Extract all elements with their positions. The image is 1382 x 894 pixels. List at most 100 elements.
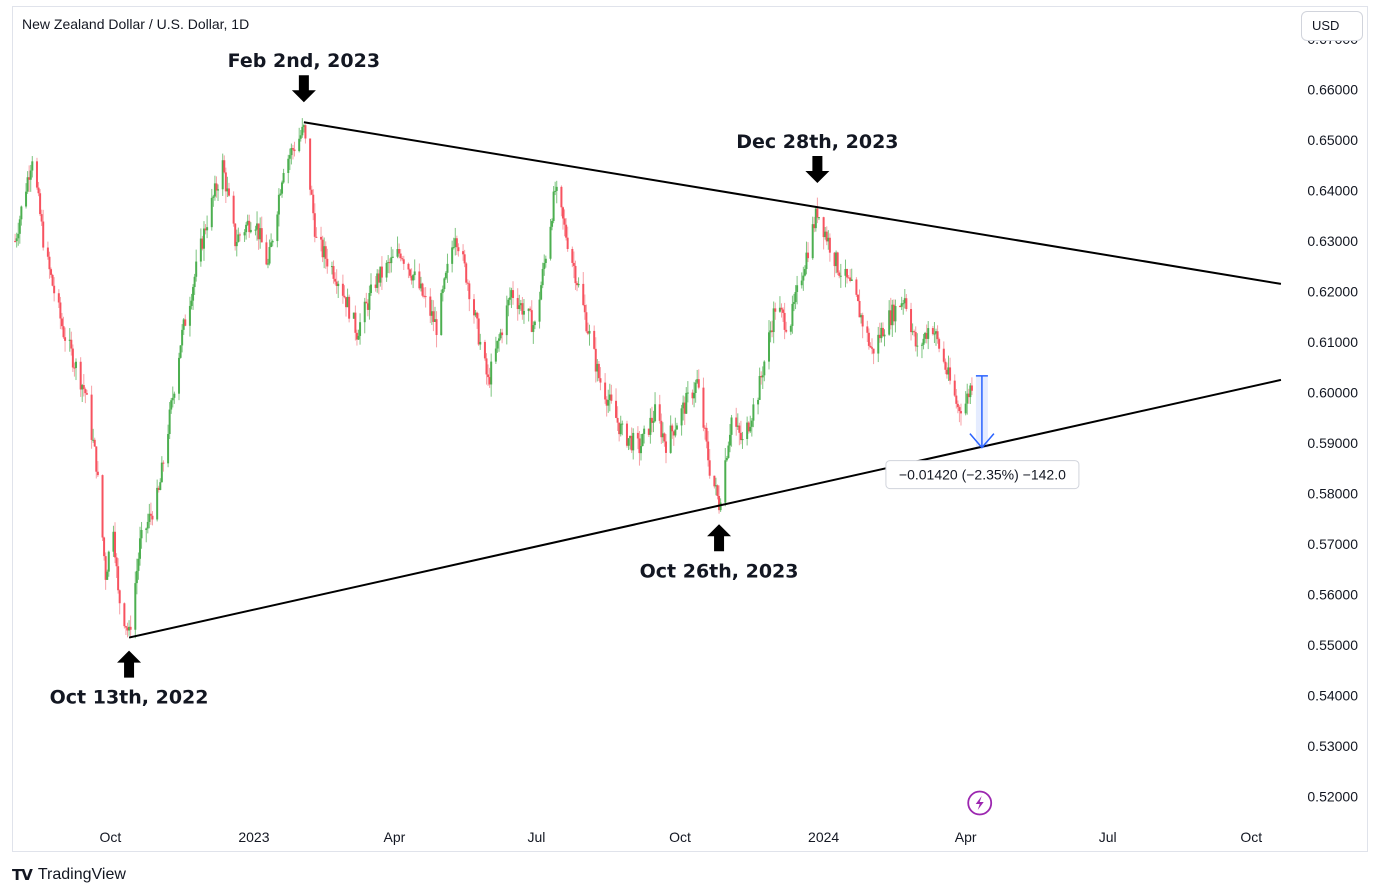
candle-body [838,272,841,276]
lightning-badge[interactable] [967,790,993,816]
candle-body [583,304,586,313]
candle-body [245,224,248,233]
candle-body [410,275,413,281]
candle-body [129,626,132,630]
candle-body [713,475,716,487]
candle-body [288,155,291,159]
candle-body [605,399,608,406]
candle-body [224,172,227,192]
candle-body [157,487,160,491]
candle-body [749,426,752,432]
candle-body [64,337,67,341]
x-tick-label: Jul [527,829,545,845]
candle-body [341,283,344,296]
candle-body [126,627,129,631]
candle-body [401,258,404,260]
candle-body [811,224,814,259]
candle-body [293,149,296,152]
candle-body [714,485,717,487]
candle-body [463,254,466,264]
candle-body [694,382,697,393]
candle-body [346,296,349,308]
candle-body [839,275,842,277]
candle-body [792,302,795,304]
candle-body [276,214,279,242]
candle-body [369,284,372,293]
candle-body [266,263,269,265]
candle-body [407,263,410,270]
candle-body [529,308,532,311]
candle-body [256,223,259,230]
candle-body [686,392,689,394]
y-tick-label: 0.63000 [1307,233,1358,249]
y-tick-label: 0.66000 [1307,81,1358,97]
candle-body [50,269,53,275]
candle-body [499,332,502,339]
y-tick-label: 0.52000 [1307,789,1358,805]
candle-body [894,305,897,322]
candle-body [955,395,958,404]
candle-body [735,417,738,427]
candle-body [324,246,327,259]
candle-body [260,228,263,243]
candle-body [149,513,152,516]
candle-body [693,392,696,399]
chart-frame [12,6,1368,852]
candle-body [888,310,891,335]
candle-body [248,220,251,233]
candle-body [800,280,803,286]
candle-body [140,529,143,539]
candle-body [774,308,777,312]
candle-body [29,170,32,180]
candle-body [891,304,894,326]
candle-body [691,392,694,399]
candle-body [479,341,482,345]
candle-body [716,485,719,496]
candle-body [685,392,688,414]
candle-body [599,378,602,383]
currency-button[interactable]: USD [1301,11,1363,41]
candle-body [724,460,727,503]
candle-body [739,432,742,441]
candle-body [641,433,644,447]
candle-body [246,220,249,225]
candle-body [73,367,76,369]
candle-body [79,361,82,390]
candle-body [399,253,402,259]
candle-body [630,435,633,451]
candle-body [101,475,104,538]
candle-body [57,293,60,303]
tradingview-brand[interactable]: TV TradingView [12,866,126,884]
candle-body [650,417,653,423]
candle-body [931,328,934,335]
candle-body [730,417,733,435]
candle-body [465,263,468,283]
candle-body [636,432,639,439]
candle-body [746,422,749,439]
candle-body [138,538,141,559]
candle-body [671,425,674,432]
candle-body [124,626,127,628]
annotation-label: Oct 26th, 2023 [640,560,799,582]
candle-body [860,315,863,318]
candle-body [680,408,683,426]
candle-body [31,161,34,171]
candle-body [432,311,435,322]
candle-body [170,400,173,410]
y-tick-label: 0.64000 [1307,182,1358,198]
candle-body [608,394,611,401]
candle-body [654,404,657,422]
candle-body [518,305,521,310]
candle-body [270,242,273,248]
candle-body [551,220,554,227]
candle-body [922,338,925,345]
candle-body [310,189,313,195]
measure-arrow-icon [969,433,995,449]
candle-body [103,537,106,557]
candle-body [508,297,511,300]
candle-body [223,160,226,173]
candle-body [872,348,875,354]
candle-body [238,234,241,236]
candle-body [927,328,930,339]
